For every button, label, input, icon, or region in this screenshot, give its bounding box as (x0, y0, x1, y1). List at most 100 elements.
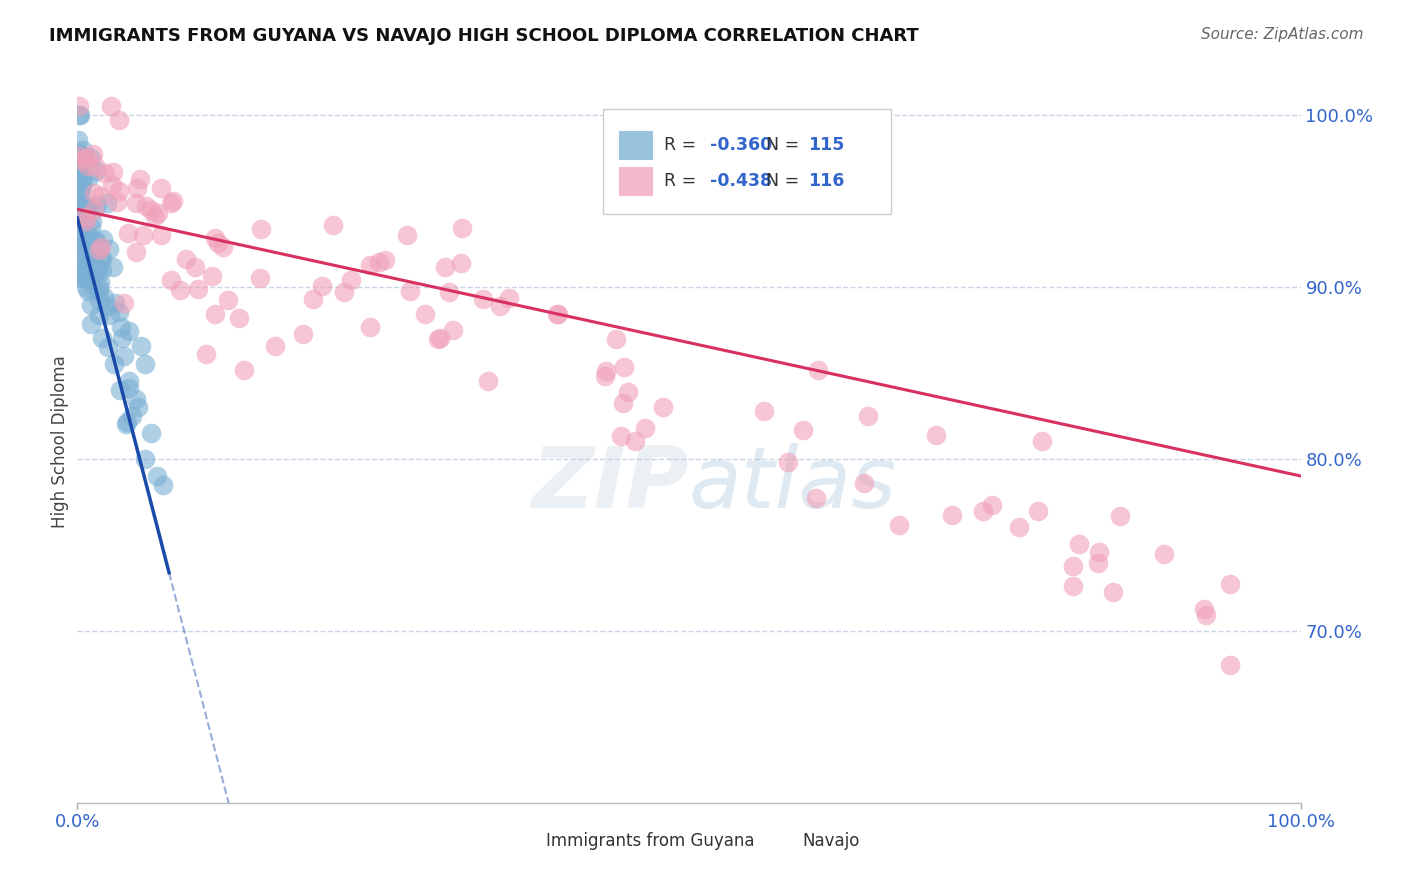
Point (322, 218, 344, 232)
Point (941, 508, 963, 522)
Point (148, 205, 170, 219)
Point (75, 214, 97, 228)
Point (72, 251, 94, 265)
Point (169, 283, 191, 297)
Point (117, 380, 139, 394)
Point (87, 284, 110, 298)
Point (359, 258, 381, 272)
Point (398, 285, 420, 299)
Point (143, 209, 166, 223)
Point (439, 285, 461, 300)
Point (67, 244, 90, 258)
Point (69, 188, 91, 202)
Point (75, 202, 97, 216)
Point (132, 227, 155, 242)
Point (195, 347, 218, 361)
Point (70, 220, 93, 235)
Point (162, 194, 184, 208)
Point (76, 151, 98, 165)
Point (1195, 608, 1218, 623)
Point (86, 233, 108, 247)
Point (426, 332, 449, 346)
Text: N =: N = (766, 136, 804, 154)
Point (72, 261, 94, 276)
Point (1088, 545, 1111, 559)
Point (249, 271, 271, 285)
Point (110, 331, 132, 345)
Point (82, 271, 104, 285)
Bar (619, 131, 654, 160)
Point (141, 202, 163, 217)
Point (804, 491, 827, 506)
Point (118, 375, 141, 389)
Point (67, 99, 90, 113)
Point (73, 210, 96, 224)
Point (595, 364, 617, 378)
Point (980, 498, 1002, 512)
Point (76, 257, 98, 271)
Point (73, 248, 96, 262)
Point (125, 392, 148, 406)
Point (66, 156, 89, 170)
Point (149, 228, 172, 243)
Point (135, 199, 157, 213)
Point (80, 213, 103, 227)
Point (84, 266, 107, 280)
Point (82, 146, 104, 161)
Point (752, 403, 775, 417)
Point (67, 108, 90, 122)
Point (67, 162, 90, 177)
Point (311, 278, 333, 293)
Point (93, 166, 115, 180)
Point (66, 184, 89, 198)
Text: atlas: atlas (689, 443, 897, 526)
Point (103, 357, 125, 371)
Point (634, 421, 657, 435)
Point (69, 210, 91, 224)
Point (70, 197, 93, 211)
Point (72, 270, 94, 285)
Text: IMMIGRANTS FROM GUYANA VS NAVAJO HIGH SCHOOL DIPLOMA CORRELATION CHART: IMMIGRANTS FROM GUYANA VS NAVAJO HIGH SC… (49, 27, 920, 45)
Point (104, 296, 127, 310)
Point (105, 195, 128, 210)
Point (72, 149, 94, 163)
Point (1031, 434, 1053, 448)
Point (72, 176, 94, 190)
Point (67, 186, 90, 200)
Point (1219, 577, 1241, 591)
Point (80, 298, 103, 312)
Point (112, 349, 135, 363)
Point (66, 146, 89, 161)
Point (776, 455, 799, 469)
Point (75, 234, 97, 248)
Point (89, 189, 111, 203)
Point (77, 227, 100, 242)
Point (67, 201, 90, 215)
Point (87, 293, 110, 307)
Point (204, 231, 226, 245)
Point (69, 186, 91, 200)
Point (129, 339, 152, 353)
Point (471, 292, 494, 306)
Point (1067, 537, 1090, 551)
Point (360, 320, 382, 334)
Point (73, 265, 96, 279)
Point (77, 201, 100, 215)
Point (112, 296, 135, 310)
Point (792, 423, 814, 437)
Point (613, 359, 636, 374)
Point (89, 244, 111, 258)
Point (66, 173, 89, 187)
Point (115, 416, 138, 430)
Point (69, 218, 91, 232)
Point (441, 323, 464, 337)
Text: Immigrants from Guyana: Immigrants from Guyana (546, 832, 755, 850)
Point (69, 161, 91, 175)
Text: R =: R = (665, 172, 702, 190)
Point (124, 245, 146, 260)
Point (212, 240, 235, 254)
Point (134, 451, 156, 466)
Point (90, 331, 112, 345)
Text: 115: 115 (807, 136, 844, 154)
Point (72, 143, 94, 157)
